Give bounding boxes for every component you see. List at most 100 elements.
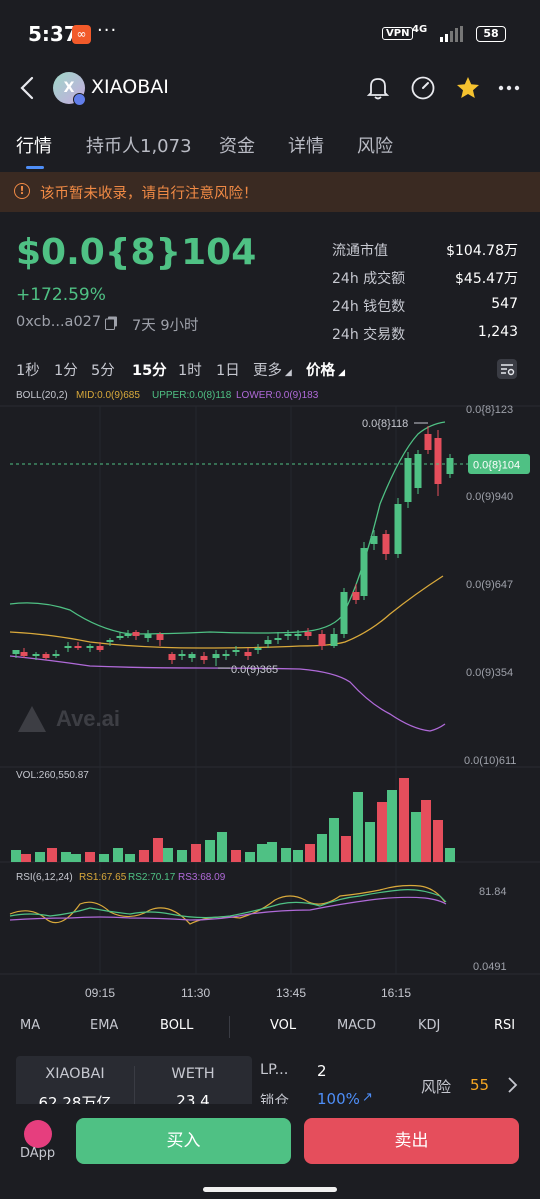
boll-upper-label: UPPER:0.0(8)118 <box>152 390 232 401</box>
candle-body <box>370 536 378 544</box>
tab-market[interactable]: 行情 <box>16 136 52 157</box>
candle-body <box>106 640 114 642</box>
lp-value: 2 <box>317 1062 327 1080</box>
price-axis-label: 0.0(10)611 <box>464 755 516 767</box>
pool-pair-box[interactable]: XIAOBAI WETH 62.28万亿 23.4 <box>16 1056 252 1112</box>
rsi-line-1 <box>9 884 446 925</box>
candle-body <box>20 652 28 656</box>
star-icon[interactable] <box>454 74 482 102</box>
price-mode-selector[interactable]: 价格 ◢ <box>306 359 345 380</box>
interval-1d[interactable]: 1日 <box>216 363 240 379</box>
indicator-rsi[interactable]: RSI <box>494 1018 516 1033</box>
back-arrow-icon[interactable] <box>16 74 40 102</box>
stat-wallets-value: 547 <box>491 296 518 312</box>
top-bar: X XIAOBAI <box>0 66 540 110</box>
stat-volume-value: $45.47万 <box>455 271 518 287</box>
interval-1h[interactable]: 1时 <box>178 363 202 379</box>
indicator-macd[interactable]: MACD <box>337 1018 376 1033</box>
pool-quote-name: WETH <box>171 1066 215 1082</box>
boll-lower-line <box>9 655 446 732</box>
active-tab-indicator <box>26 166 44 169</box>
tab-funds[interactable]: 资金 <box>219 136 255 157</box>
lock-value[interactable]: 100% <box>317 1090 360 1108</box>
candle-body <box>132 632 140 636</box>
risk-score: 55 <box>470 1076 490 1094</box>
boll-mid-line <box>9 575 444 649</box>
interval-1m[interactable]: 1分 <box>54 363 78 379</box>
volume-bar <box>21 854 31 862</box>
chevron-right-icon[interactable] <box>506 1076 518 1094</box>
candle-body <box>178 654 186 656</box>
buy-button[interactable]: 买入 <box>76 1118 291 1164</box>
volume-bar <box>113 848 123 862</box>
indicator-boll[interactable]: BOLL <box>160 1018 194 1033</box>
volume-bar <box>245 852 255 862</box>
price-axis-label: 0.0(9)940 <box>466 491 513 503</box>
rsi-rs1-label: RS1:67.65 <box>79 872 127 883</box>
candle-body <box>330 634 338 646</box>
candle-body <box>294 634 302 636</box>
boll-legend-label: BOLL(20,2) <box>16 390 68 401</box>
interval-1s[interactable]: 1秒 <box>16 363 40 379</box>
warning-icon: ! <box>14 183 30 199</box>
external-link-icon[interactable]: ↗ <box>362 1090 373 1105</box>
rsi-line-3 <box>9 896 447 921</box>
candle-body <box>64 646 72 648</box>
contract-address[interactable]: 0xcb...a027 <box>16 314 102 330</box>
candle-body <box>382 534 390 554</box>
lp-label: LP... <box>260 1062 289 1078</box>
liquidity-panel: XIAOBAI WETH 62.28万亿 23.4 LP... 2 锁仓 100… <box>0 1052 540 1112</box>
candle-body <box>86 646 94 648</box>
interval-more[interactable]: 更多 ◢ <box>253 359 292 380</box>
token-age: 7天 9小时 <box>132 318 199 334</box>
dapp-icon[interactable] <box>24 1120 52 1148</box>
tab-details[interactable]: 详情 <box>288 136 324 157</box>
current-price-tag-text: 0.0{8}104 <box>473 460 520 472</box>
volume-bar <box>47 848 57 862</box>
indicator-ema[interactable]: EMA <box>90 1018 119 1033</box>
stat-wallets-label: 24h 钱包数 <box>332 299 406 315</box>
price-axis-label: 0.0{8}123 <box>466 404 513 416</box>
volume-bar <box>433 820 443 862</box>
bell-icon[interactable] <box>364 74 392 102</box>
volume-bar <box>411 812 421 862</box>
candle-body <box>42 654 50 658</box>
volume-bar <box>353 792 363 862</box>
price-chart[interactable]: BOLL(20,2) MID:0.0(9)685 UPPER:0.0(8)118… <box>0 384 540 998</box>
ave-logo-watermark: Ave.ai <box>18 706 120 732</box>
stat-volume-label: 24h 成交额 <box>332 271 406 287</box>
candle-body <box>74 646 82 648</box>
volume-bar <box>377 802 387 862</box>
sell-button[interactable]: 卖出 <box>304 1118 519 1164</box>
volume-bar <box>231 850 241 862</box>
indicator-ma[interactable]: MA <box>20 1018 41 1033</box>
more-options-icon[interactable] <box>496 74 524 102</box>
price-mode-label: 价格 <box>306 363 335 379</box>
indicator-divider <box>229 1016 230 1038</box>
vol-legend-label: VOL:260,550.87 <box>16 770 89 781</box>
interval-5m[interactable]: 5分 <box>91 363 115 379</box>
gauge-icon[interactable] <box>409 74 437 102</box>
volume-bar <box>293 850 303 862</box>
volume-bar <box>205 840 215 862</box>
network-indicator: 4G <box>412 24 428 35</box>
indicator-kdj[interactable]: KDJ <box>418 1018 441 1033</box>
candle-body <box>394 504 402 554</box>
volume-bar <box>177 850 187 862</box>
price-change: +172.59% <box>16 285 106 305</box>
copy-icon[interactable] <box>105 316 118 330</box>
indicator-tabs: MA EMA BOLL VOL MACD KDJ RSI <box>0 1016 540 1038</box>
volume-bar <box>217 832 227 862</box>
candle-body <box>168 654 176 660</box>
indicator-vol[interactable]: VOL <box>270 1018 297 1033</box>
battery-indicator: 58 <box>476 26 506 42</box>
chart-settings-icon[interactable] <box>496 358 518 380</box>
risk-warning-banner: ! 该币暂未收录，请自行注意风险！ <box>0 172 540 212</box>
tab-risk[interactable]: 风险 <box>357 136 393 157</box>
interval-15m[interactable]: 15分 <box>132 363 167 379</box>
main-tabs: 行情 持币人1,073 资金 详情 风险 <box>0 122 540 172</box>
candle-body <box>414 454 422 488</box>
candle-body <box>124 634 132 636</box>
candle-body <box>32 654 40 656</box>
tab-holders[interactable]: 持币人1,073 <box>86 136 192 157</box>
